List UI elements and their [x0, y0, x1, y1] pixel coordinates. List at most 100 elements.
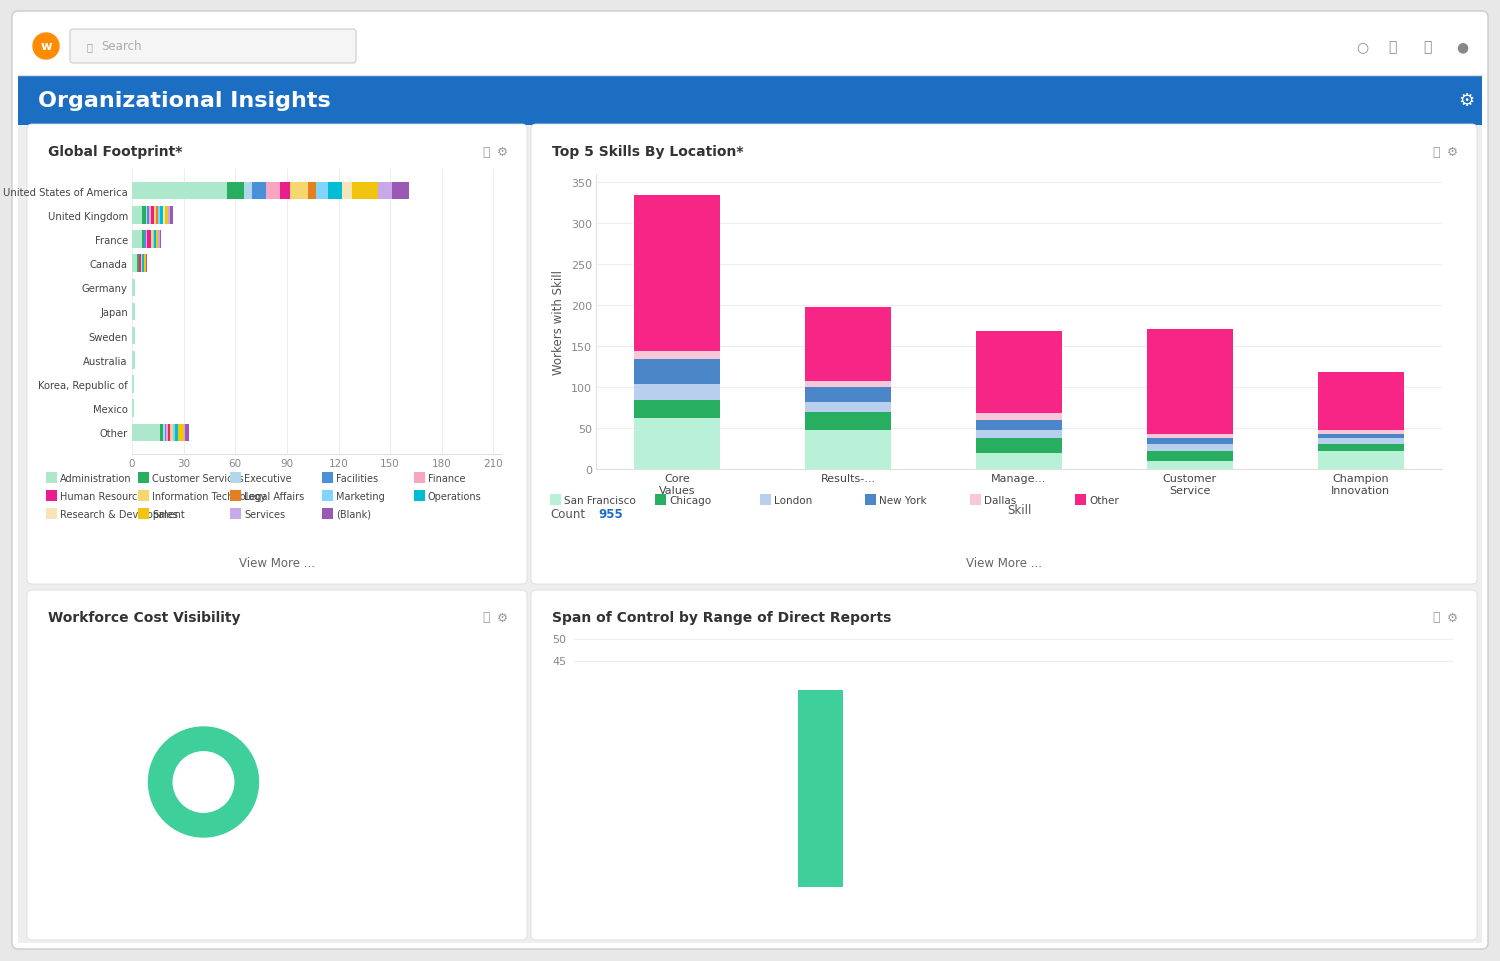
Bar [976, 332, 1062, 414]
Bar [322, 490, 333, 502]
Text: Marketing: Marketing [336, 491, 384, 502]
Bar [1318, 373, 1404, 431]
Bar [183, 424, 186, 442]
Text: New York: New York [879, 496, 927, 505]
Bar [865, 495, 876, 505]
Bar [806, 308, 891, 382]
Bar [138, 508, 148, 520]
Bar [1148, 438, 1233, 445]
Bar [308, 183, 316, 200]
Bar [132, 207, 142, 224]
Text: Services: Services [244, 509, 285, 520]
Bar [634, 359, 720, 384]
Bar [1318, 431, 1404, 434]
Text: Legal Affairs: Legal Affairs [244, 491, 304, 502]
Text: Workforce Cost Visibility: Workforce Cost Visibility [48, 610, 240, 625]
Bar [760, 495, 771, 505]
Bar [132, 400, 134, 417]
Text: Global Footprint*: Global Footprint* [48, 145, 183, 159]
Bar [159, 424, 164, 442]
Bar [634, 401, 720, 419]
Text: 50: 50 [552, 634, 566, 644]
FancyBboxPatch shape [27, 125, 526, 584]
Bar [18, 76, 1482, 126]
Bar [1148, 445, 1233, 452]
Text: Dallas: Dallas [984, 496, 1017, 505]
Text: Information Technology: Information Technology [152, 491, 266, 502]
Bar [46, 473, 57, 483]
Text: ⚙: ⚙ [1446, 611, 1458, 624]
Bar [164, 424, 165, 442]
Bar [132, 280, 135, 297]
Bar [146, 231, 147, 249]
Circle shape [148, 727, 258, 837]
Bar [158, 231, 159, 249]
Bar [322, 508, 333, 520]
Text: Chicago: Chicago [669, 496, 711, 505]
Bar [1318, 445, 1404, 452]
Bar [634, 196, 720, 352]
Bar [414, 473, 424, 483]
Bar [970, 495, 981, 505]
Bar [230, 508, 242, 520]
Bar [342, 183, 352, 200]
Text: w: w [40, 40, 51, 54]
Text: Top 5 Skills By Location*: Top 5 Skills By Location* [552, 145, 744, 159]
Bar [976, 420, 1062, 431]
Bar [154, 231, 156, 249]
Bar [1076, 495, 1086, 505]
Bar [178, 424, 183, 442]
FancyBboxPatch shape [12, 12, 1488, 949]
Bar [414, 490, 424, 502]
Text: ⧉: ⧉ [483, 611, 490, 624]
Bar [392, 183, 410, 200]
Bar [156, 231, 158, 249]
Bar [1148, 452, 1233, 461]
Bar [291, 183, 308, 200]
Bar [976, 414, 1062, 420]
Circle shape [33, 34, 58, 60]
Y-axis label: Workers with Skill: Workers with Skill [552, 270, 566, 375]
Bar [132, 352, 135, 369]
Text: ⚙: ⚙ [1446, 145, 1458, 159]
Text: Facilities: Facilities [336, 474, 378, 483]
FancyBboxPatch shape [531, 125, 1478, 584]
Bar [634, 384, 720, 401]
Bar [152, 207, 154, 224]
Bar [316, 183, 328, 200]
FancyBboxPatch shape [27, 590, 526, 940]
Bar [806, 382, 891, 387]
Text: ●: ● [1456, 40, 1468, 54]
Bar [266, 183, 280, 200]
Text: (Blank): (Blank) [336, 509, 370, 520]
Bar [46, 508, 57, 520]
Bar [147, 231, 152, 249]
Bar [148, 207, 152, 224]
Bar [154, 207, 156, 224]
Bar [142, 207, 146, 224]
Bar [141, 256, 142, 273]
Bar [176, 424, 178, 442]
Text: Count: Count [550, 508, 585, 521]
Text: ⧉: ⧉ [1432, 145, 1440, 159]
Bar [174, 424, 176, 442]
Bar [1148, 461, 1233, 470]
Bar [152, 231, 153, 249]
Bar [170, 207, 174, 224]
Text: ⚙: ⚙ [496, 611, 508, 624]
Bar [806, 387, 891, 403]
Text: Administration: Administration [60, 474, 132, 483]
Text: Organizational Insights: Organizational Insights [38, 91, 330, 111]
Text: ⧉: ⧉ [483, 145, 490, 159]
Bar [159, 231, 162, 249]
Bar [1318, 434, 1404, 438]
Bar [230, 490, 242, 502]
Bar [165, 207, 168, 224]
Text: Research & Development: Research & Development [60, 509, 184, 520]
Bar [168, 207, 170, 224]
Bar [976, 431, 1062, 438]
Text: View More ...: View More ... [966, 557, 1042, 570]
FancyBboxPatch shape [70, 30, 356, 64]
Bar [1148, 434, 1233, 438]
Text: ⚙: ⚙ [1458, 92, 1474, 110]
